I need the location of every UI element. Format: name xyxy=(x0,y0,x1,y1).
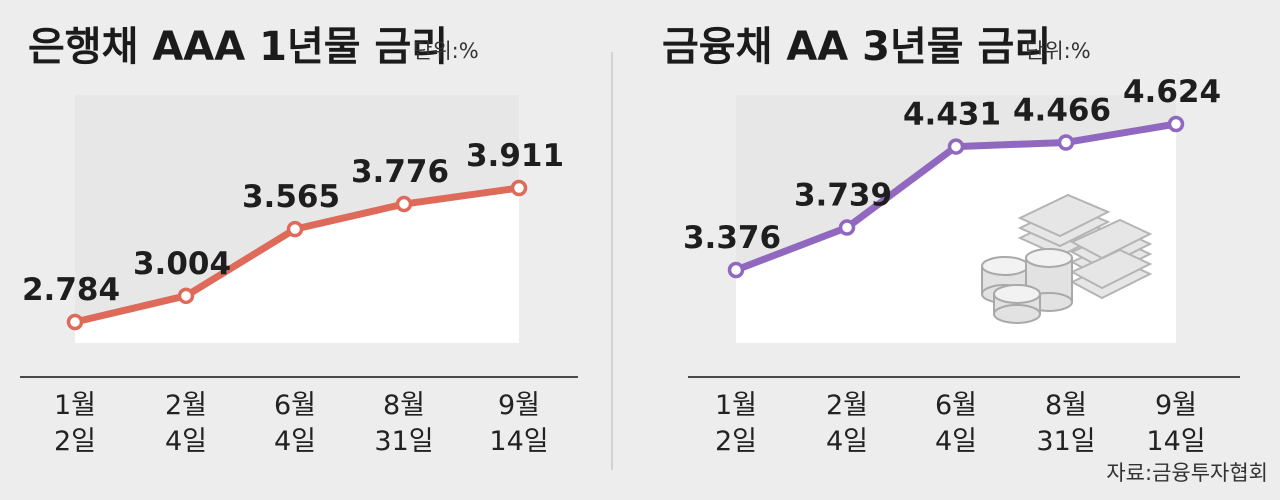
data-point xyxy=(286,220,304,238)
x-tick-label: 14일 xyxy=(1146,426,1205,457)
data-point xyxy=(66,313,84,331)
chart-title: 은행채 AAA 1년물 금리 xyxy=(28,24,448,70)
chart-panel-right: 금융채 AA 3년물 금리 단위:% xyxy=(662,24,1240,457)
data-point xyxy=(1167,115,1185,133)
data-point xyxy=(838,219,856,236)
x-tick-labels: 1월 2일 2월 4일 6월 4일 8월 31일 9월 14일 xyxy=(54,390,549,457)
unit-label: 단위:% xyxy=(413,39,479,63)
data-label: 4.466 xyxy=(1013,92,1111,128)
x-tick-label: 2일 xyxy=(715,426,757,457)
x-tick-label: 8월 xyxy=(1045,390,1087,421)
x-tick-label: 31일 xyxy=(1036,426,1095,457)
x-tick-label: 14일 xyxy=(489,426,548,457)
data-label: 4.431 xyxy=(903,97,1001,133)
x-tick-label: 4일 xyxy=(165,426,207,457)
data-point xyxy=(510,179,528,197)
x-tick-label: 1월 xyxy=(715,390,757,421)
value-labels: 3.376 3.739 4.431 4.466 4.624 xyxy=(683,74,1221,256)
x-tick-labels: 1월 2일 2월 4일 6월 4일 8월 31일 9월 14일 xyxy=(715,390,1206,457)
data-label: 2.784 xyxy=(22,272,120,308)
chart-panel-left: 은행채 AAA 1년물 금리 단위:% 2.784 3.004 3.565 3.776… xyxy=(20,24,578,457)
data-point xyxy=(1057,134,1075,151)
data-markers xyxy=(66,179,528,331)
data-markers xyxy=(727,115,1185,279)
x-tick-label: 6월 xyxy=(935,390,977,421)
data-point xyxy=(727,261,745,279)
data-label: 3.004 xyxy=(133,246,231,282)
data-label: 3.739 xyxy=(794,178,892,214)
x-tick-label: 2월 xyxy=(826,390,868,421)
data-label: 4.624 xyxy=(1123,74,1221,110)
x-tick-label: 1월 xyxy=(54,390,96,421)
unit-label: 단위:% xyxy=(1025,39,1091,63)
x-tick-label: 4일 xyxy=(935,426,977,457)
x-tick-label: 9월 xyxy=(1155,390,1197,421)
x-tick-label: 4일 xyxy=(274,426,316,457)
area-fill xyxy=(75,188,519,343)
data-label: 3.911 xyxy=(466,138,564,174)
value-labels: 2.784 3.004 3.565 3.776 3.911 xyxy=(22,138,564,308)
x-tick-label: 4일 xyxy=(826,426,868,457)
stacked-coins-and-bills-icon xyxy=(981,193,1153,324)
chart-title: 금융채 AA 3년물 금리 xyxy=(662,24,1051,70)
data-label: 3.776 xyxy=(351,154,449,190)
data-point xyxy=(177,287,195,305)
data-label: 3.565 xyxy=(242,179,340,215)
x-tick-label: 2월 xyxy=(165,390,207,421)
x-tick-label: 8월 xyxy=(383,390,425,421)
x-tick-label: 6월 xyxy=(274,390,316,421)
x-tick-label: 2일 xyxy=(54,426,96,457)
data-label: 3.376 xyxy=(683,220,781,256)
data-point xyxy=(395,195,413,213)
data-point xyxy=(947,138,965,155)
x-tick-label: 9월 xyxy=(498,390,540,421)
source-note: 자료:금융투자협회 xyxy=(1106,461,1268,485)
x-tick-label: 31일 xyxy=(374,426,433,457)
